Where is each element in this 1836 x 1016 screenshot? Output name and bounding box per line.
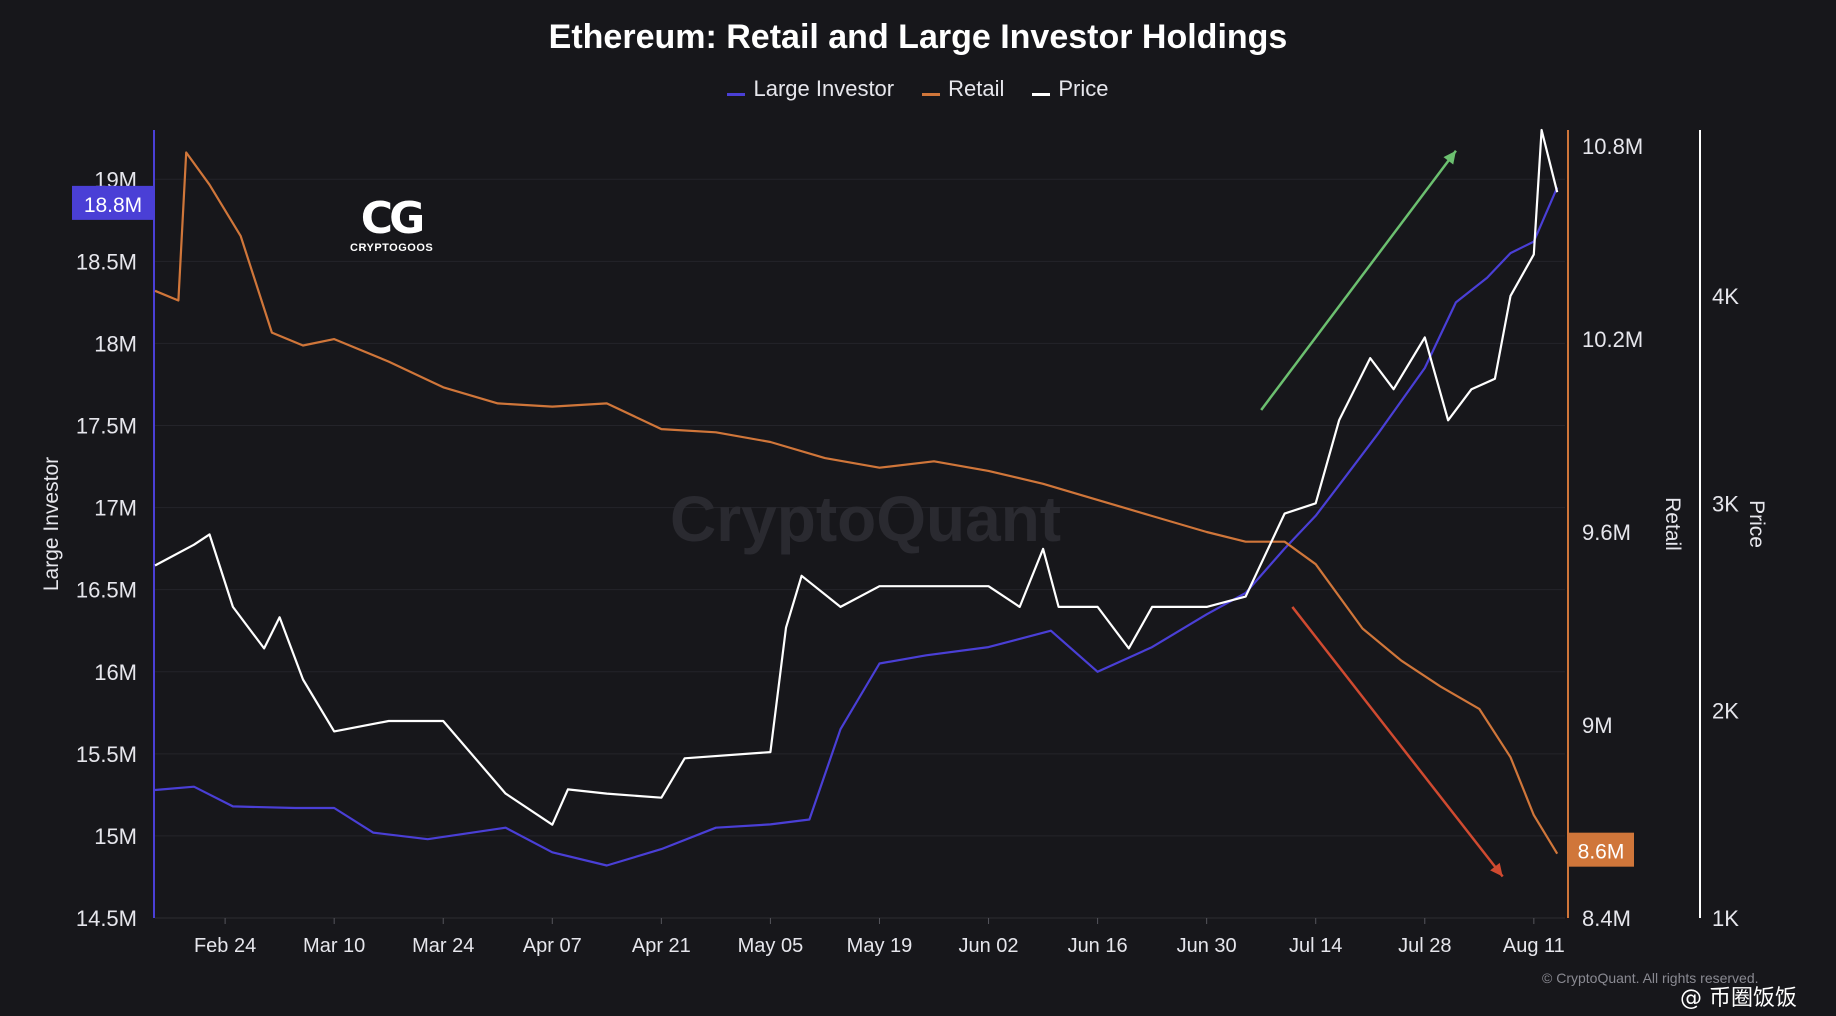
y-tick-label-retail: 9M [1582, 713, 1613, 738]
current-value-badge-large-investor [72, 185, 154, 220]
y-axis-label-left: Large Investor [40, 457, 63, 591]
series-line-retail [154, 151, 1559, 855]
logo-mark: CG [360, 193, 425, 244]
x-tick-label: Feb 24 [194, 935, 256, 957]
current-value-badge-retail [1568, 832, 1634, 867]
watermark: CryptoQuant [670, 483, 1062, 555]
x-tick-label: Mar 24 [412, 935, 474, 957]
y-tick-label-left: 18M [94, 331, 137, 356]
logo-text: CRYPTOGOOS [350, 242, 434, 254]
y-tick-label-retail: 8.4M [1582, 906, 1631, 931]
y-tick-label-left: 16M [94, 660, 137, 685]
y-tick-label-retail: 9.6M [1582, 520, 1631, 545]
x-tick-label: Jul 28 [1398, 935, 1451, 957]
legend-item-price[interactable]: Price [1032, 76, 1109, 102]
legend-label-large-investor: Large Investor [753, 76, 895, 101]
cryptogoos-logo: CG CRYPTOGOOS [350, 193, 434, 255]
legend-label-retail: Retail [948, 76, 1005, 101]
x-tick-label: Aug 11 [1503, 935, 1565, 957]
annotation-arrow-line [1260, 149, 1457, 411]
y-tick-label-price: 4K [1712, 284, 1739, 309]
y-tick-label-left: 17.5M [76, 414, 137, 439]
y-tick-label-left: 18.5M [76, 249, 137, 274]
y-tick-label-left: 17M [94, 496, 137, 521]
x-tick-label: May 19 [847, 935, 913, 957]
y-axis-label-retail: Retail [1661, 497, 1684, 551]
x-tick-label: Apr 07 [523, 935, 582, 957]
x-tick-label: Jun 30 [1177, 935, 1237, 957]
y-tick-label-price: 2K [1712, 699, 1739, 724]
y-tick-label-price: 3K [1712, 491, 1739, 516]
legend-label-price: Price [1058, 76, 1109, 101]
legend-swatch-retail [922, 92, 941, 96]
series-line-large-investor [154, 187, 1559, 867]
y-tick-label-left: 16.5M [76, 578, 137, 603]
current-value-label-retail: 8.6M [1578, 841, 1625, 864]
legend-item-large-investor[interactable]: Large Investor [727, 76, 894, 102]
chart-title: Ethereum: Retail and Large Investor Hold… [548, 18, 1288, 56]
y-tick-label-retail: 10.8M [1582, 134, 1643, 159]
x-tick-label: Jun 02 [959, 935, 1019, 957]
legend-swatch-large-investor [727, 92, 746, 96]
y-tick-label-price: 1K [1712, 906, 1739, 931]
y-tick-label-left: 15.5M [76, 742, 137, 767]
annotation-arrow-head [1443, 150, 1456, 165]
current-value-label-large-investor: 18.8M [84, 194, 142, 217]
copyright: © CryptoQuant. All rights reserved. [1542, 970, 1759, 986]
annotation-arrow-line [1291, 606, 1504, 878]
x-tick-label: Apr 21 [632, 935, 691, 957]
y-tick-label-retail: 10.2M [1582, 327, 1643, 352]
x-tick-label: Jun 16 [1068, 935, 1128, 957]
y-tick-label-left: 14.5M [76, 906, 137, 931]
y-axis-label-price: Price [1745, 500, 1768, 548]
annotation-arrow-head [1490, 862, 1503, 877]
series-line-price [154, 128, 1559, 826]
x-tick-label: May 05 [738, 935, 804, 957]
legend-swatch-price [1032, 92, 1051, 96]
legend: Large Investor Retail Price [0, 76, 1836, 102]
y-tick-label-left: 15M [94, 824, 137, 849]
footer-brand: @ 币圈饭饭 [1680, 986, 1797, 1011]
x-tick-label: Jul 14 [1289, 935, 1342, 957]
x-tick-label: Mar 10 [303, 935, 365, 957]
legend-item-retail[interactable]: Retail [922, 76, 1004, 102]
